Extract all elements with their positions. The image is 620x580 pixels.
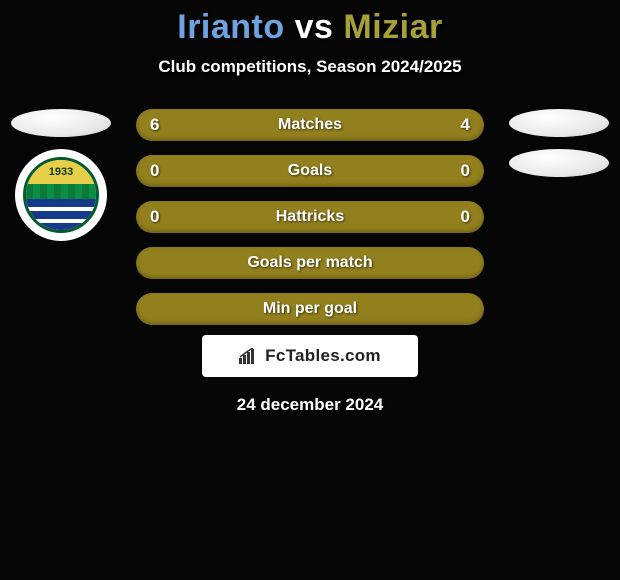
crest-stripe: [26, 184, 96, 199]
stats-column: 6 Matches 4 0 Goals 0 0 Hattricks 0 Goals per mat…: [136, 109, 484, 325]
stat-pill: 0 Hattricks 0: [136, 201, 484, 233]
stat-label: Matches: [278, 116, 342, 134]
crest-graphic: 1933: [23, 157, 99, 233]
crest-waves: [26, 199, 96, 230]
stat-label: Goals per match: [247, 254, 372, 272]
player1-avatar-placeholder: [11, 109, 111, 137]
stat-right-value: 0: [461, 161, 470, 181]
brand-box: FcTables.com: [202, 335, 418, 377]
stat-label: Hattricks: [276, 208, 344, 226]
title-player2: Miziar: [343, 8, 442, 46]
title-player1: Irianto: [177, 8, 284, 46]
stat-label: Goals: [288, 162, 332, 180]
stat-pill: 0 Goals 0: [136, 155, 484, 187]
left-column: 1933: [6, 109, 116, 241]
stat-pill: Goals per match: [136, 247, 484, 279]
stat-left-value: 6: [150, 115, 159, 135]
stat-pill: Min per goal: [136, 293, 484, 325]
main-row: 1933 6 Matches 4 0 Goals 0 0 Hattricks 0 Goals pe…: [0, 109, 620, 325]
date-line: 24 december 2024: [0, 395, 620, 415]
stat-right-value: 0: [461, 207, 470, 227]
stat-left-value: 0: [150, 161, 159, 181]
title-vs: vs: [295, 8, 334, 46]
stat-left-value: 0: [150, 207, 159, 227]
stat-pill: 6 Matches 4: [136, 109, 484, 141]
comparison-card: Irianto vs Miziar Club competitions, Sea…: [0, 0, 620, 415]
brand-chart-icon: [239, 348, 259, 364]
crest-year: 1933: [26, 160, 96, 184]
page-title: Irianto vs Miziar: [0, 8, 620, 47]
player1-club-crest: 1933: [15, 149, 107, 241]
brand-text: FcTables.com: [265, 346, 381, 366]
stat-label: Min per goal: [263, 300, 357, 318]
right-column: [504, 109, 614, 177]
player2-club-crest-placeholder: [509, 149, 609, 177]
player2-avatar-placeholder: [509, 109, 609, 137]
subtitle: Club competitions, Season 2024/2025: [0, 57, 620, 77]
stat-right-value: 4: [461, 115, 470, 135]
